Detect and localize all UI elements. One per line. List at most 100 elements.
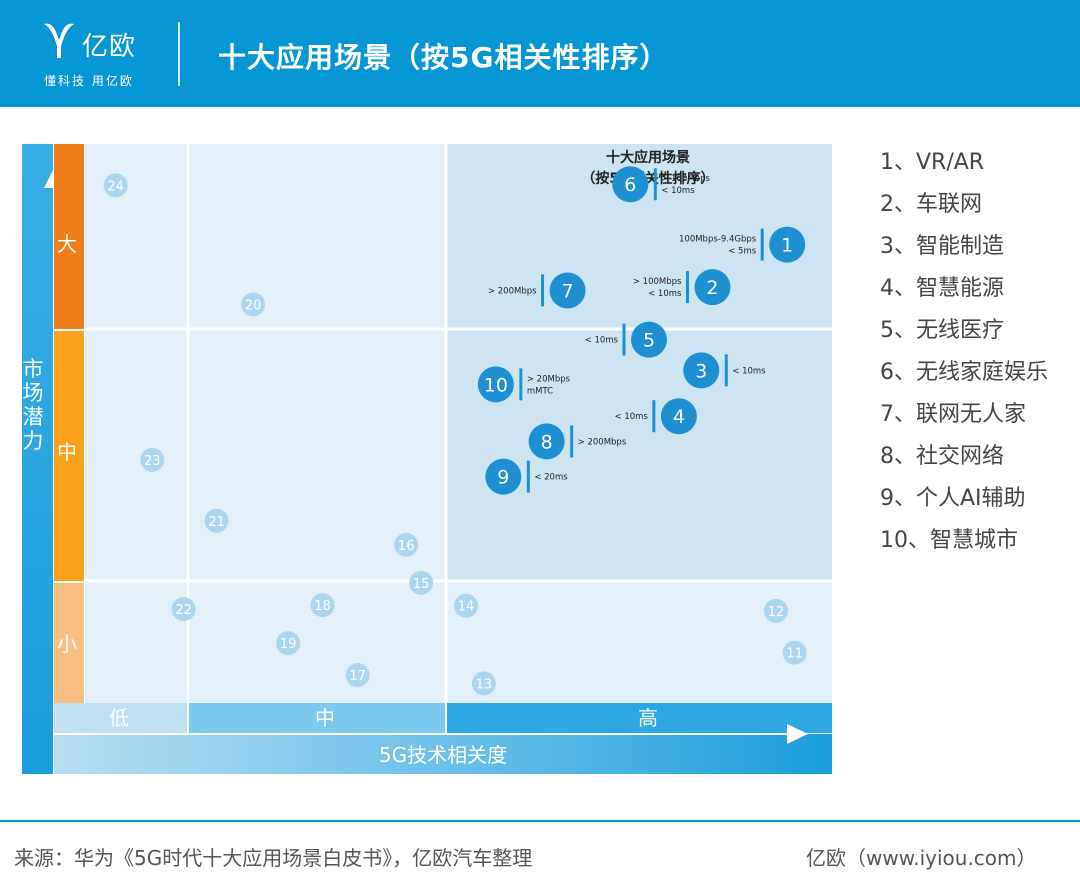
point-annotation: < 10ms (585, 336, 619, 346)
point-bubble (528, 423, 565, 460)
point-annotation: < 10ms (648, 289, 682, 299)
point-label: 18 (314, 599, 331, 614)
point-annotation: > 200Mbps (488, 286, 537, 296)
legend-item: 5、无线医疗 (880, 318, 1004, 343)
point-bubble (782, 640, 807, 665)
y-band-small (54, 583, 84, 703)
scenario-point-23: 23 (140, 447, 165, 472)
annotation-bar (541, 274, 545, 307)
header-divider (178, 22, 180, 86)
point-bubble (549, 272, 586, 309)
annotation-bar (652, 400, 656, 433)
scenario-point-8: 8 > 200Mbps (528, 423, 627, 460)
point-label: 10 (484, 374, 508, 396)
point-label: 23 (144, 454, 161, 469)
point-annotation: > 100Mbps (633, 277, 682, 287)
point-label: 21 (208, 515, 225, 530)
scenario-chart: 市场潜力 大 中 小 低 中 高 5G技术相关度 十大应用场景 （按5G相关性排… (22, 144, 832, 774)
x-band-low (54, 703, 187, 733)
legend-item: 2、车联网 (880, 192, 982, 217)
point-bubble (763, 598, 788, 623)
scenario-point-13: 13 (471, 671, 496, 696)
x-axis-label: 5G技术相关度 (379, 743, 507, 767)
scenario-point-15: 15 (409, 570, 434, 595)
source-note: 来源：华为《5G时代十大应用场景白皮书》，亿欧汽车整理 (14, 846, 533, 870)
page-title: 十大应用场景（按5G相关性排序） (218, 41, 669, 74)
legend-item: 9、个人AI辅助 (880, 486, 1026, 511)
annotation-bar (760, 228, 764, 261)
y-axis-bar (22, 144, 53, 774)
point-label: 13 (476, 677, 493, 692)
legend-item: 4、智慧能源 (880, 276, 1004, 301)
point-annotation: < 5ms (728, 247, 757, 257)
point-label: 24 (107, 179, 124, 194)
point-bubble (683, 352, 720, 389)
y-axis-label-char: 市 (23, 357, 44, 381)
scenario-point-16: 16 (394, 532, 419, 557)
legend-item: 6、无线家庭娱乐 (880, 360, 1048, 385)
legend-item: 8、社交网络 (880, 444, 1004, 469)
scenario-point-19: 19 (276, 631, 301, 656)
point-bubble (612, 166, 649, 203)
point-label: 15 (413, 577, 430, 592)
x-band-mid (189, 703, 445, 733)
scenario-point-17: 17 (345, 663, 370, 688)
point-label: 16 (398, 539, 415, 554)
legend-item: 10、智慧城市 (880, 528, 1018, 553)
point-annotation: < 10ms (732, 366, 766, 376)
annotation-bar (724, 354, 728, 387)
point-label: 9 (497, 467, 509, 489)
logo-slogan: 懂科技 用亿欧 (44, 74, 134, 88)
point-label: 22 (175, 603, 192, 618)
legend-item: 7、联网无人家 (880, 402, 1026, 427)
point-annotation: > 200Mbps (578, 437, 627, 447)
point-bubble (345, 663, 370, 688)
annotation-bar (622, 323, 626, 356)
point-label: 17 (349, 669, 366, 684)
scenario-legend: 1、VR/AR 2、车联网 3、智能制造 4、智慧能源 5、无线医疗 6、无线家… (880, 146, 1075, 566)
point-label: 5 (643, 330, 655, 352)
point-label: 3 (695, 360, 707, 382)
y-level-small: 小 (57, 632, 77, 656)
scenario-point-14: 14 (453, 593, 478, 618)
point-bubble (103, 173, 128, 198)
chart-title: 十大应用场景 (606, 149, 690, 166)
scenario-point-6: 6 > 100Mbps < 10ms (612, 166, 710, 203)
x-axis-arrow-icon (787, 724, 808, 744)
scenario-point-2: 2 > 100Mbps < 10ms (633, 269, 731, 306)
logo-name: 亿欧 (82, 32, 137, 62)
point-bubble (140, 447, 165, 472)
y-level-medium: 中 (57, 440, 77, 464)
point-bubble (630, 321, 667, 358)
annotation-bar (570, 425, 574, 458)
x-level-low: 低 (109, 706, 129, 730)
point-bubble (453, 593, 478, 618)
scenario-point-11: 11 (782, 640, 807, 665)
grid-lines (85, 144, 832, 734)
point-bubble (660, 398, 697, 435)
y-axis-label-char: 力 (23, 429, 44, 453)
scenario-point-7: 7 > 200Mbps (488, 272, 586, 309)
point-label: 11 (786, 647, 803, 662)
y-level-large: 大 (57, 232, 77, 256)
point-annotation: > 100Mbps (661, 174, 710, 184)
point-bubble (477, 366, 514, 403)
scenario-point-18: 18 (310, 593, 335, 618)
yiou-logo-icon (44, 23, 74, 59)
point-annotation: 100Mbps-9.4Gbps (679, 235, 757, 245)
x-level-high: 高 (638, 706, 658, 730)
point-bubble (241, 292, 266, 317)
annotation-bar (519, 368, 523, 401)
point-bubble (769, 226, 806, 263)
point-annotation: < 10ms (615, 412, 649, 422)
scenario-point-20: 20 (241, 292, 266, 317)
point-bubble (485, 458, 522, 495)
point-label: 19 (280, 637, 297, 652)
x-axis-bar (54, 734, 832, 774)
point-bubble (471, 671, 496, 696)
point-label: 8 (541, 431, 553, 453)
point-label: 4 (673, 406, 685, 428)
point-bubble (394, 532, 419, 557)
point-annotation: < 20ms (534, 473, 568, 483)
